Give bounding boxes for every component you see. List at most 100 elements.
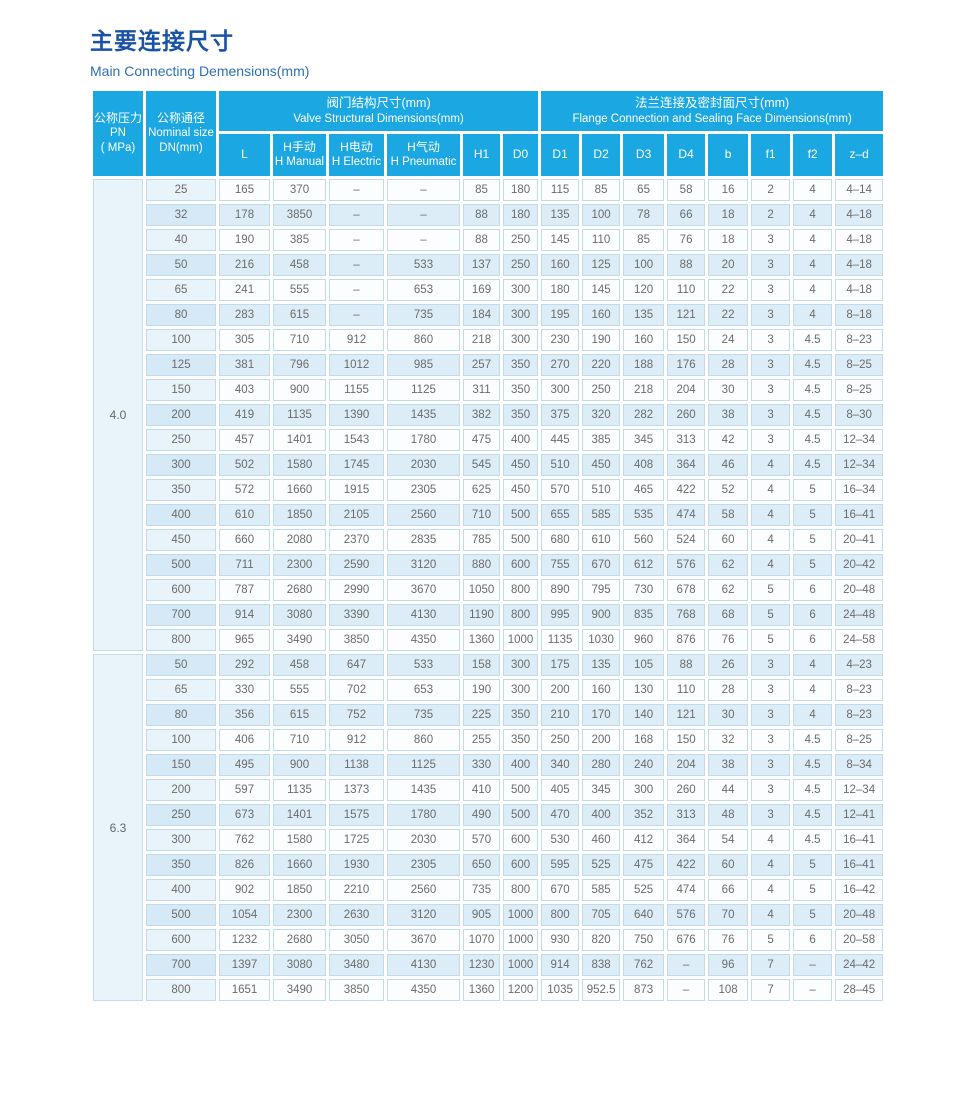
table-row: 150 495 900 1138 1125 330 400 340 280 240 204 38 3 4.… [93,754,884,776]
value-cell: 735 [387,704,460,726]
value-cell: 48 [708,804,749,826]
value-cell: 890 [541,579,580,601]
value-cell: 16–41 [835,854,884,876]
value-cell: 826 [219,854,270,876]
value-cell: 2680 [273,579,326,601]
value-cell: 66 [667,204,706,226]
value-cell: 3 [751,779,791,801]
value-cell: 952.5 [582,979,621,1001]
value-cell: 65 [623,179,665,201]
value-cell: 1054 [219,904,270,926]
value-cell: 8–30 [835,404,884,426]
value-cell: 270 [541,354,580,376]
value-cell: 3 [751,254,791,276]
value-cell: 2300 [273,554,326,576]
value-cell: 670 [582,554,621,576]
value-cell: 647 [329,654,384,676]
value-cell: 1050 [463,579,500,601]
value-cell: 18 [708,204,749,226]
value-cell: 42 [708,429,749,451]
value-cell: 22 [708,279,749,301]
value-cell: 110 [582,229,621,251]
value-cell: 311 [463,379,500,401]
value-cell: 1651 [219,979,270,1001]
dn-cell: 40 [146,229,216,251]
dn-cell: 350 [146,854,216,876]
dn-cell: 150 [146,754,216,776]
value-cell: 345 [623,429,665,451]
value-cell: 218 [463,329,500,351]
value-cell: 4130 [387,604,460,626]
value-cell: 900 [582,604,621,626]
value-cell: 4 [751,529,791,551]
value-cell: 150 [667,729,706,751]
value-cell: 800 [503,879,539,901]
value-cell: 24–48 [835,604,884,626]
value-cell: 2560 [387,504,460,526]
dn-cell: 300 [146,829,216,851]
value-cell: 2 [751,204,791,226]
value-cell: 190 [219,229,270,251]
value-cell: 755 [541,554,580,576]
value-cell: 88 [463,204,500,226]
value-cell: 300 [503,654,539,676]
value-cell: 600 [503,854,539,876]
value-cell: 218 [623,379,665,401]
value-cell: 860 [387,329,460,351]
value-cell: 457 [219,429,270,451]
value-cell: 20–58 [835,929,884,951]
value-cell: – [387,179,460,201]
table-row: 400 902 1850 2210 2560 735 800 670 585 525 474 66 4 5… [93,879,884,901]
value-cell: 96 [708,954,749,976]
value-cell: 4.5 [793,354,833,376]
value-cell: 902 [219,879,270,901]
value-cell: 165 [219,179,270,201]
value-cell: 195 [541,304,580,326]
table-row: 700 914 3080 3390 4130 1190 800 995 900 835 768 68 5… [93,604,884,626]
value-cell: 46 [708,454,749,476]
value-cell: 3 [751,279,791,301]
col-header-h-pneumatic: H气动 H Pneumatic [387,134,460,176]
value-cell: 3080 [273,954,326,976]
value-cell: 1155 [329,379,384,401]
value-cell: 88 [463,229,500,251]
value-cell: 595 [541,854,580,876]
value-cell: 6 [793,629,833,651]
value-cell: 680 [541,529,580,551]
value-cell: 900 [273,379,326,401]
value-cell: – [667,979,706,1001]
value-cell: 585 [582,879,621,901]
value-cell: 24–42 [835,954,884,976]
table-row: 350 572 1660 1915 2305 625 450 570 510 465 422 52 4 5… [93,479,884,501]
value-cell: 16–42 [835,879,884,901]
dimensions-table: 公称压力 PN ( MPa) 公称通径 Nominal size DN(mm) … [90,88,886,1004]
value-cell: 735 [463,879,500,901]
col-header-L: L [219,134,270,176]
value-cell: 1000 [503,904,539,926]
value-cell: 350 [503,354,539,376]
value-cell: 655 [541,504,580,526]
dn-cell: 200 [146,779,216,801]
value-cell: 1745 [329,454,384,476]
value-cell: 85 [623,229,665,251]
value-cell: 995 [541,604,580,626]
value-cell: – [329,304,384,326]
value-cell: 178 [219,204,270,226]
value-cell: 730 [623,579,665,601]
value-cell: 470 [541,804,580,826]
dn-cell: 350 [146,479,216,501]
value-cell: 300 [623,779,665,801]
value-cell: 28 [708,354,749,376]
value-cell: 3390 [329,604,384,626]
value-cell: 137 [463,254,500,276]
value-cell: 650 [463,854,500,876]
col-header-H1: H1 [463,134,500,176]
value-cell: 120 [623,279,665,301]
value-cell: 768 [667,604,706,626]
value-cell: 1850 [273,504,326,526]
col-header-zd: z–d [835,134,884,176]
value-cell: 385 [273,229,326,251]
value-cell: 350 [503,379,539,401]
value-cell: 1580 [273,454,326,476]
value-cell: 3 [751,429,791,451]
